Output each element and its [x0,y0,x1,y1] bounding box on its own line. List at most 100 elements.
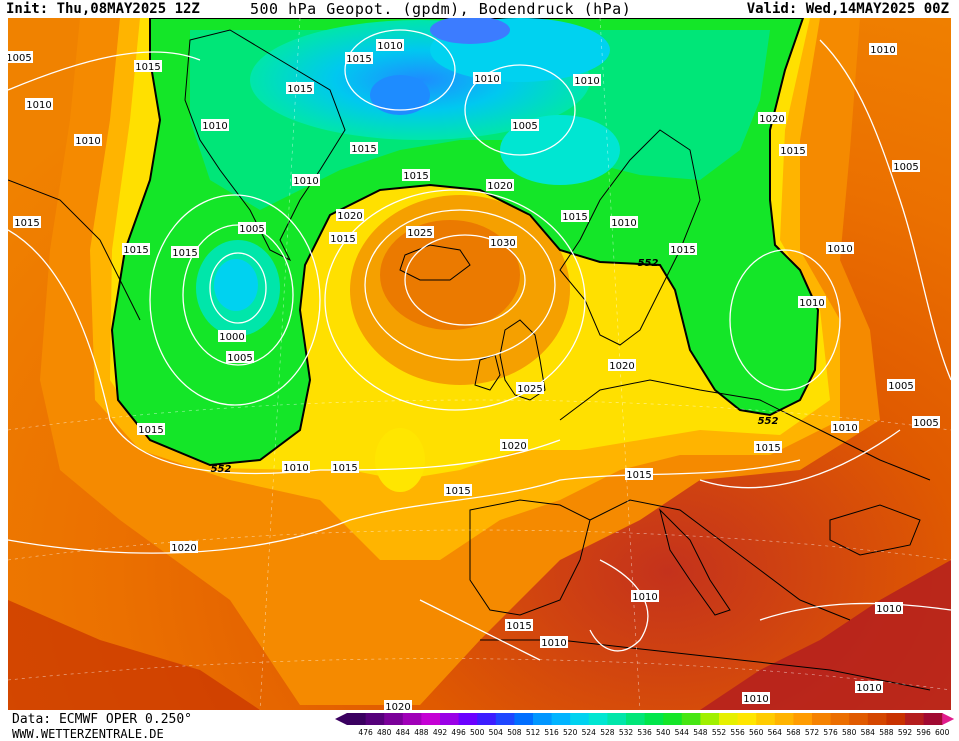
legend-tick-label: 568 [786,728,801,737]
isobar-label: 1005 [888,381,913,392]
isobar-label: 1020 [487,181,512,192]
legend-tick-label: 552 [712,728,727,737]
isobar-label: 1015 [445,486,470,497]
isobar-label: 1015 [346,54,371,65]
valid-time: Valid: Wed,14MAY2025 00Z [746,1,949,17]
isobar-label-bg [608,359,636,371]
isobar-label-bg [122,243,150,255]
isobar-label: 1015 [123,245,148,256]
legend-tick-label: 492 [433,728,448,737]
isobar-label: 1010 [377,41,402,52]
legend-tick-label: 540 [656,728,671,737]
isobar-label-bg [912,416,940,428]
legend-tick-label: 520 [563,728,578,737]
low-core-baltic [500,115,620,185]
legend-tick-label: 516 [544,728,559,737]
isobar-label-bg [292,174,320,186]
isobar-label-bg [170,541,198,553]
legend-swatch [458,713,478,725]
isobar-label-bg [13,216,41,228]
isobar-label-bg [134,60,162,72]
legend-tick-label: 500 [470,728,485,737]
isobar-label-bg [742,692,770,704]
isobar-label-bg [345,52,373,64]
isobar-label-bg [875,602,903,614]
isobar-label: 1020 [501,441,526,452]
legend-swatch [867,713,887,725]
legend-tick-label: 572 [805,728,820,737]
isobar-label-bg [754,441,782,453]
contour-552-label: 552 [638,258,659,269]
legend-swatch [681,713,701,725]
legend-swatch [607,713,627,725]
isobar-label-bg [201,119,229,131]
isobar-label-bg [869,43,897,55]
legend-tick-label: 584 [861,728,876,737]
isobar-label-bg [505,619,533,631]
isobar-labels: 1010 1015 1015 1015 1010 1010 1010 1005 1010 1010… [8,39,940,710]
isobar-label: 1010 [799,298,824,309]
init-time: Init: Thu,08MAY2025 12Z [6,1,200,17]
map-title: 500 hPa Geopot. (gpdm), Bodendruck (hPa) [250,0,632,18]
isobar-label: 1010 [283,463,308,474]
color-legend: 476 480 484 488 492 496 500 504 508 512 516 520 524 5… [335,713,955,737]
isobar-label: 1005 [227,353,252,364]
isobar-label-bg [282,461,310,473]
legend-swatch [477,713,497,725]
isobar-label-bg [887,379,915,391]
isobar-label: 1005 [239,224,264,235]
cold-core-deep [370,75,430,115]
legend-tick-label: 532 [619,728,634,737]
isobar-label: 1020 [609,361,634,372]
legend-swatch [700,713,720,725]
isobar-label: 1010 [75,136,100,147]
legend-tick-label: 536 [637,728,652,737]
legend-swatch [551,713,571,725]
isobar-label-bg [489,236,517,248]
isobar-label-bg [336,209,364,221]
isobar-label-bg [625,468,653,480]
legend-swatch [570,713,590,725]
isobar-label: 1025 [517,384,542,395]
isobar-label: 1025 [407,228,432,239]
legend-tick-label: 496 [451,728,466,737]
isobar-label-bg [444,484,472,496]
legend-tick-label: 480 [377,728,392,737]
isobar-label-bg [74,134,102,146]
isobar-label: 1010 [832,423,857,434]
isobar-label-bg [573,74,601,86]
legend-tick-label: 580 [842,728,857,737]
legend-tick-label: 548 [693,728,708,737]
isobar-label: 1000 [219,332,244,343]
isobar-label-bg [25,98,53,110]
weather-map: 1010 1015 1015 1015 1010 1010 1010 1005 1010 1010… [8,18,951,710]
graticule [8,18,951,710]
isobar-label: 1015 [138,425,163,436]
legend-swatch [533,713,553,725]
website-url: WWW.WETTERZENTRALE.DE [12,727,164,741]
legend-swatch [365,713,385,725]
isobar-label-bg [226,351,254,363]
isobar-label-bg [892,160,920,172]
legend-swatch [923,713,943,725]
hot-airmass-se [700,560,951,710]
isobar-label-bg [516,382,544,394]
legend-swatch [756,713,776,725]
coastlines [8,29,931,691]
isobar-label-bg [473,72,501,84]
isobar-label-bg [406,226,434,238]
isobar-label-bg [855,681,883,693]
isobar-label: 1020 [759,114,784,125]
legend-swatch [402,713,422,725]
legend-tick-label: 484 [396,728,411,737]
isobar-label: 1015 [172,248,197,259]
warm-spot-iberia [375,428,425,492]
legend-swatch [774,713,794,725]
isobar-label-bg [384,700,412,710]
legend-swatch [347,713,367,725]
legend-tick-label: 588 [879,728,894,737]
legend-tick-label: 524 [582,728,597,737]
isobar-label: 1005 [913,418,938,429]
hot-airmass-sw [8,600,260,710]
isobar-label: 1005 [893,162,918,173]
